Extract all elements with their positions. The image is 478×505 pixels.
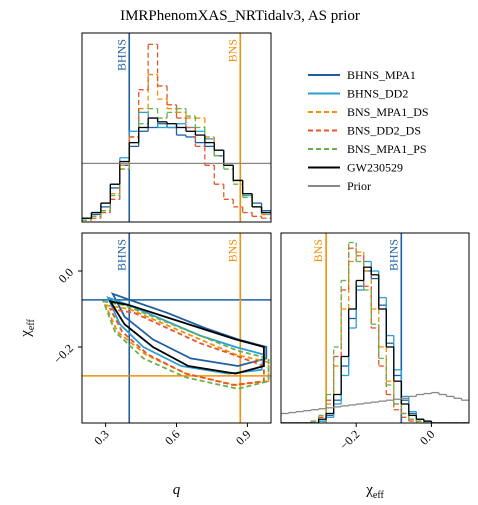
contour (108, 307, 265, 386)
legend-label: BNS_MPA1_PS (347, 142, 427, 156)
contour (101, 300, 270, 390)
axis-label-subscript: eff (373, 490, 385, 501)
reference-label: BHNS (114, 39, 128, 71)
contour (108, 300, 265, 375)
plot-area (82, 33, 271, 222)
panel-frame (81, 32, 272, 223)
axis-label-symbol: χ (365, 482, 373, 498)
x-tick-label: 0.6 (162, 427, 183, 448)
legend-label: BNS_DD2_DS (347, 124, 421, 138)
panel-frame (280, 232, 470, 424)
x-tick-label: −0.2 (337, 427, 362, 452)
axis-label-symbol: χ (18, 330, 34, 338)
legend-label: BNS_MPA1_DS (347, 105, 429, 119)
page-title: IMRPhenomXAS_NRTidalv3, AS prior (120, 8, 360, 24)
panel-frame (81, 232, 272, 424)
x-tick-label: 0.3 (91, 427, 112, 448)
axis-label: χeff (18, 319, 37, 338)
contour (110, 292, 268, 367)
contour (104, 304, 270, 386)
reference-label: BNS (311, 239, 325, 262)
y-tick-label: 0.0 (56, 265, 77, 286)
axis-label: q (173, 482, 181, 498)
axis-label: χeff (365, 482, 384, 501)
plot-area (82, 233, 271, 423)
legend-label: GW230529 (347, 161, 403, 175)
y-tick-label: −0.2 (51, 341, 76, 366)
contour (106, 296, 265, 375)
reference-label: BNS (225, 239, 239, 262)
plot-area (281, 233, 469, 423)
legend-label: BHNS_MPA1 (347, 68, 416, 82)
reference-label: BHNS (114, 239, 128, 271)
legend-label: Prior (347, 179, 371, 193)
legend-label: BHNS_DD2 (347, 87, 408, 101)
x-tick-label: 0.0 (417, 427, 438, 448)
axis-label-subscript: eff (26, 319, 37, 331)
x-tick-label: 0.9 (233, 427, 254, 448)
reference-label: BHNS (386, 239, 400, 271)
reference-label: BNS (225, 39, 239, 62)
